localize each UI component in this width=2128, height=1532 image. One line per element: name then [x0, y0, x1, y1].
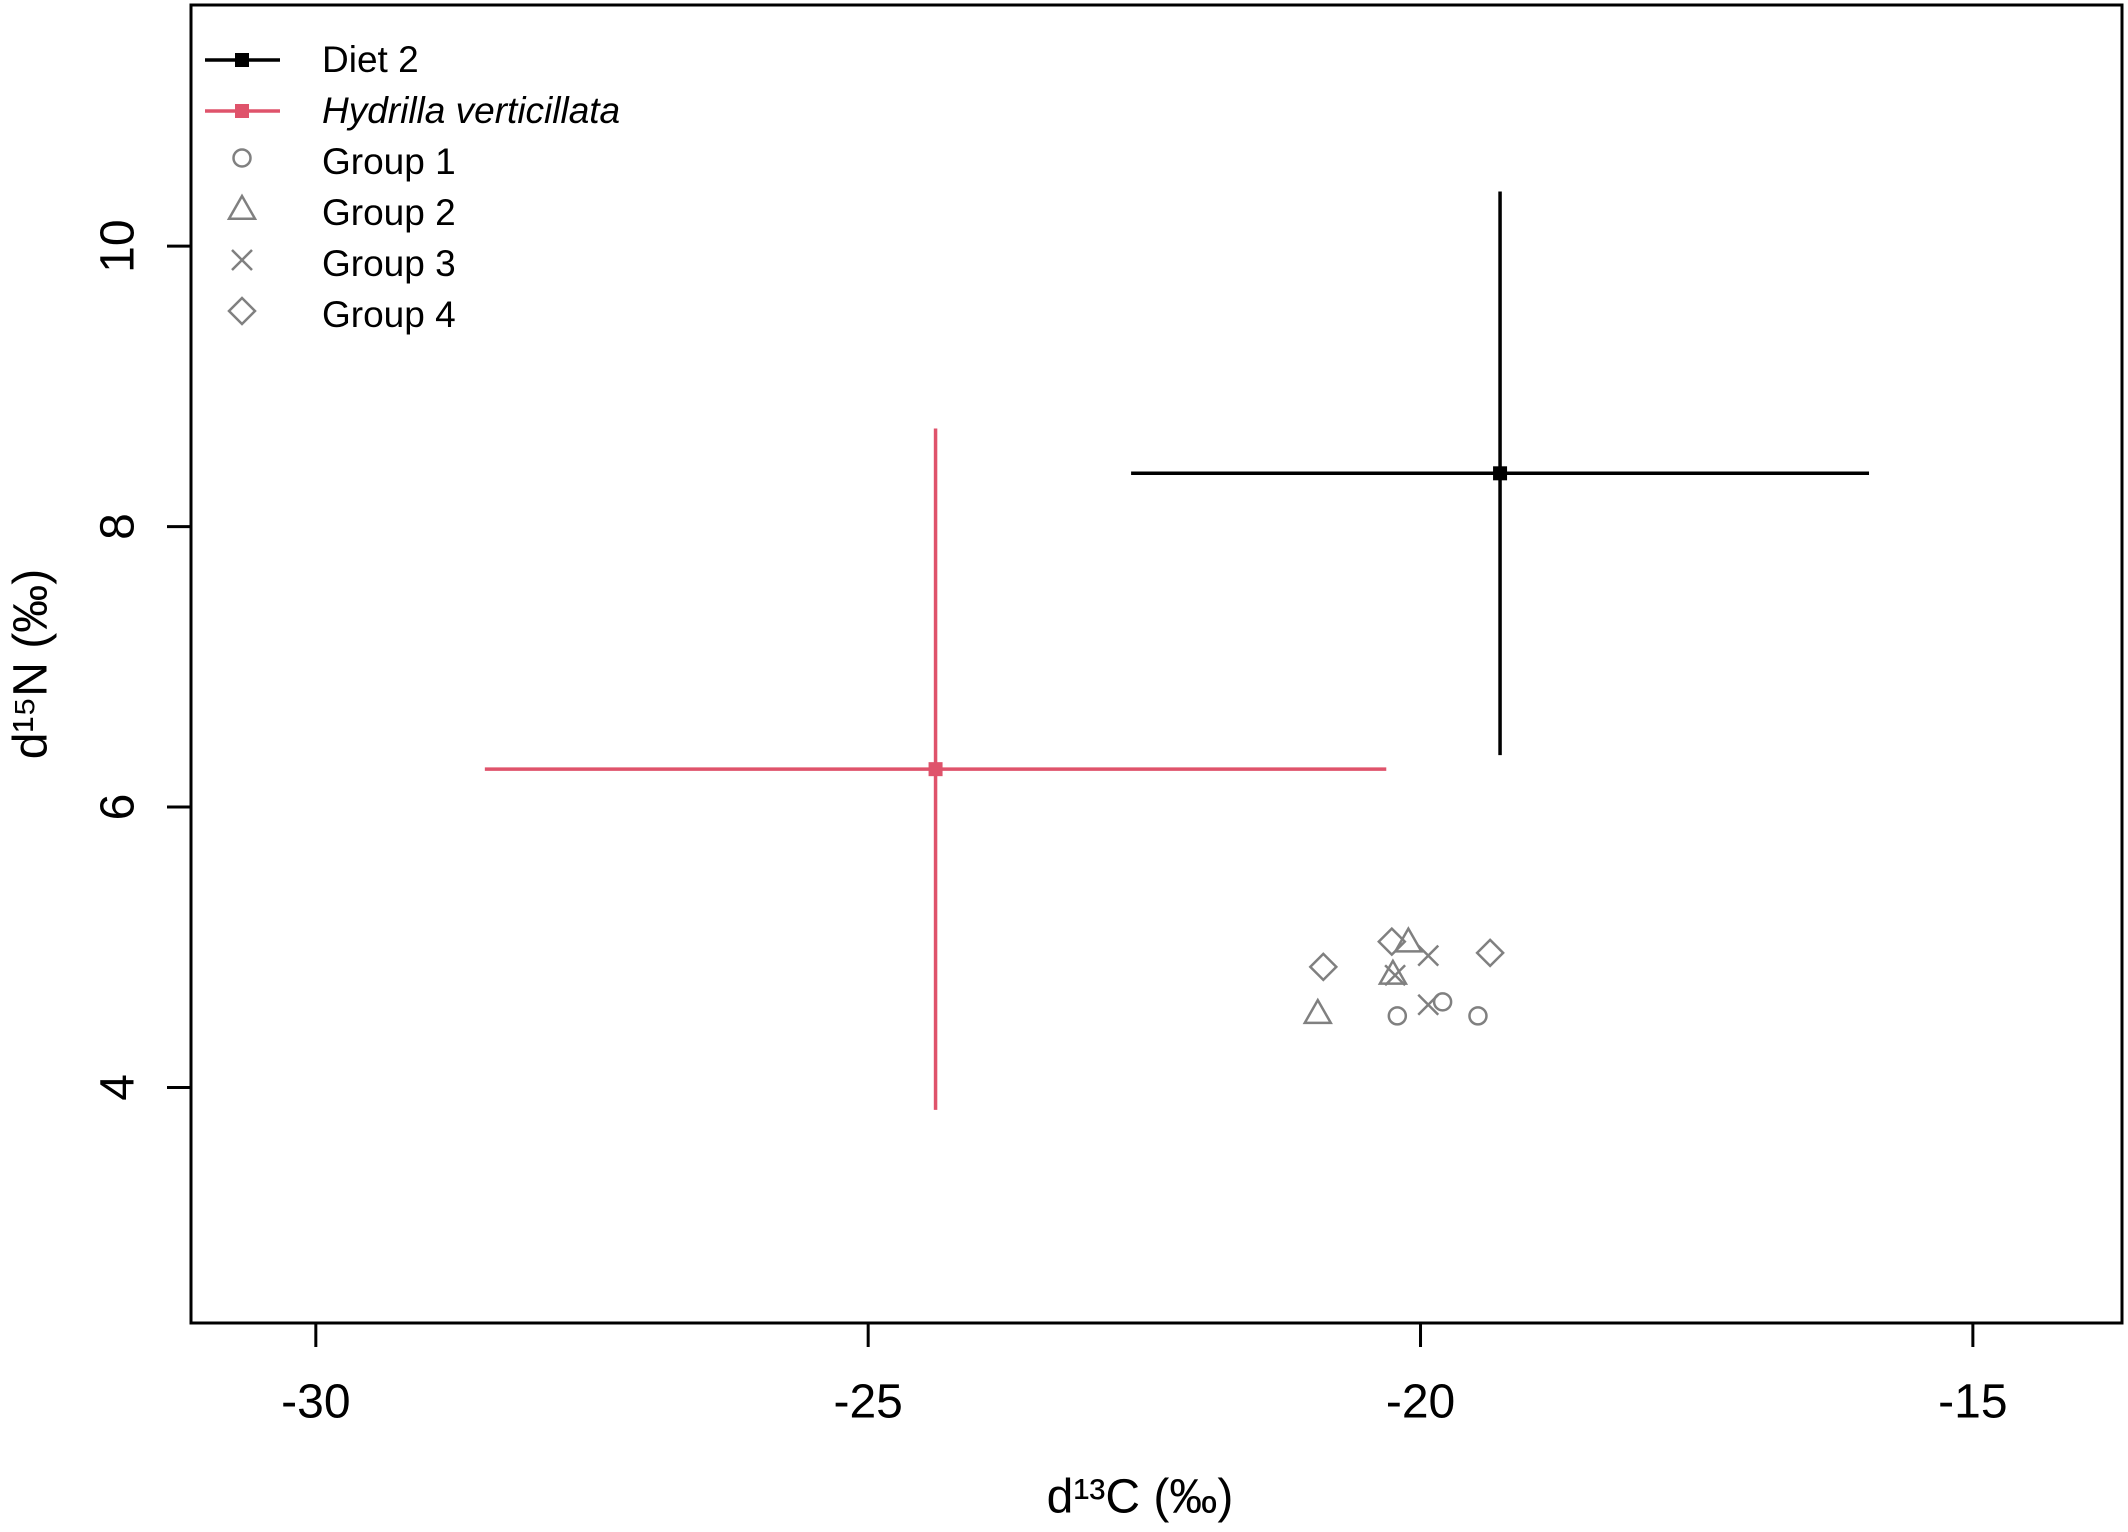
x-tick-label: -15 [1938, 1376, 2007, 1429]
legend-label: Diet 2 [322, 39, 419, 80]
x-tick-label: -25 [833, 1376, 902, 1429]
point [1432, 992, 1453, 1012]
x-tick-label: -20 [1386, 1376, 1455, 1429]
y-tick-label: 6 [92, 794, 145, 821]
legend-symbol [227, 296, 257, 326]
point [1417, 993, 1440, 1016]
legend-symbol [226, 193, 258, 220]
point [1377, 926, 1407, 957]
x-tick-label: -30 [281, 1376, 350, 1429]
point [1417, 944, 1440, 967]
legend-label: Group 1 [322, 141, 456, 182]
legend-label: Group 4 [322, 294, 456, 335]
point [1468, 1006, 1488, 1026]
y-axis-label: d¹⁵N (‰) [5, 569, 58, 760]
legend-label: Group 2 [322, 192, 456, 233]
legend-symbol [235, 53, 249, 67]
y-tick-label: 8 [92, 513, 145, 540]
point [928, 762, 943, 777]
y-tick-label: 4 [92, 1074, 145, 1101]
point [1387, 1006, 1408, 1026]
plot-frame [189, 3, 2124, 1325]
point [1308, 952, 1339, 982]
legend-symbol [232, 148, 252, 168]
point [1302, 997, 1333, 1025]
y-tick-label: 10 [92, 219, 145, 272]
legend-label: Group 3 [322, 243, 456, 284]
legend-symbol [235, 104, 249, 118]
legend-symbol [231, 249, 253, 271]
point [1475, 938, 1505, 968]
legend-label: Hydrilla verticillata [322, 90, 620, 131]
x-axis-label: d¹³C (‰) [1047, 1471, 1234, 1524]
point [1493, 466, 1508, 481]
point [1384, 964, 1406, 987]
